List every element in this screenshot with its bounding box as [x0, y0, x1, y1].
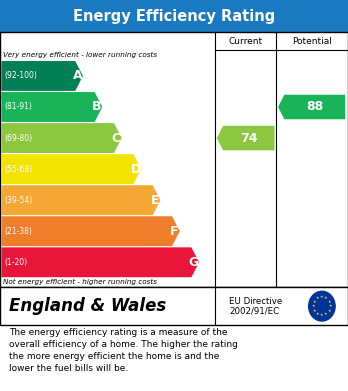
Text: ★: ★	[320, 295, 324, 299]
Text: (55-68): (55-68)	[4, 165, 32, 174]
Text: ★: ★	[324, 296, 328, 300]
Text: Current: Current	[229, 36, 263, 46]
Bar	[0, 0, 348, 32]
Text: ★: ★	[316, 296, 319, 300]
Text: (69-80): (69-80)	[4, 134, 32, 143]
Text: 88: 88	[306, 100, 323, 113]
Text: B: B	[92, 100, 102, 113]
Text: ★: ★	[313, 309, 317, 313]
Text: Not energy efficient - higher running costs: Not energy efficient - higher running co…	[3, 279, 158, 285]
Text: ★: ★	[327, 309, 331, 313]
Polygon shape	[278, 95, 345, 119]
Text: ★: ★	[316, 312, 319, 316]
Text: (39-54): (39-54)	[4, 196, 32, 204]
Text: (1-20): (1-20)	[4, 258, 27, 267]
Text: 2002/91/EC: 2002/91/EC	[229, 306, 279, 316]
Text: 74: 74	[240, 131, 258, 145]
Text: A: A	[73, 70, 82, 83]
Text: England & Wales: England & Wales	[9, 297, 166, 315]
Polygon shape	[1, 216, 180, 246]
Text: F: F	[170, 225, 179, 238]
Text: ★: ★	[324, 312, 328, 316]
Text: EU Directive: EU Directive	[229, 297, 282, 306]
Text: ★: ★	[312, 304, 315, 308]
Text: Very energy efficient - lower running costs: Very energy efficient - lower running co…	[3, 52, 158, 58]
Text: Potential: Potential	[292, 36, 332, 46]
Text: (81-91): (81-91)	[4, 102, 32, 111]
Text: ★: ★	[320, 313, 324, 317]
Text: The energy efficiency rating is a measure of the
overall efficiency of a home. T: The energy efficiency rating is a measur…	[9, 328, 238, 373]
Polygon shape	[1, 248, 199, 277]
Text: E: E	[151, 194, 159, 207]
Text: (21-38): (21-38)	[4, 227, 32, 236]
Text: D: D	[130, 163, 141, 176]
Text: C: C	[112, 131, 121, 145]
Bar	[0, 32, 348, 287]
Text: ★: ★	[313, 300, 317, 303]
Polygon shape	[217, 126, 275, 150]
Polygon shape	[1, 185, 160, 215]
Text: ★: ★	[327, 300, 331, 303]
Polygon shape	[1, 92, 102, 122]
Polygon shape	[1, 123, 122, 153]
Text: G: G	[189, 256, 199, 269]
Polygon shape	[1, 154, 141, 184]
Text: (92-100): (92-100)	[4, 72, 37, 81]
Text: ★: ★	[329, 304, 332, 308]
Text: Energy Efficiency Rating: Energy Efficiency Rating	[73, 9, 275, 23]
Circle shape	[309, 291, 335, 321]
Bar	[0, 287, 348, 325]
Polygon shape	[1, 61, 83, 91]
